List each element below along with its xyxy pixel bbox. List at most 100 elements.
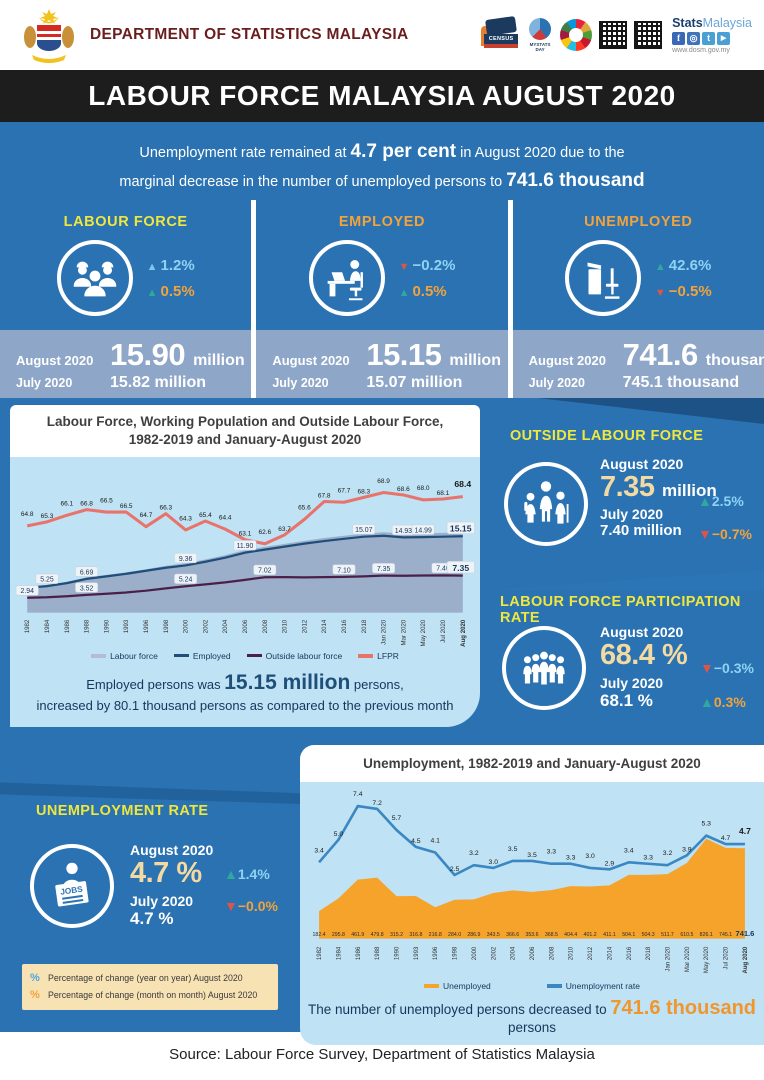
- svg-text:479.8: 479.8: [371, 932, 384, 938]
- up-arrow-icon: ▲: [146, 286, 158, 299]
- svg-text:3.4: 3.4: [314, 847, 324, 854]
- legend-row-yoy: % Percentage of change (year on year) Aug…: [30, 970, 270, 987]
- july-value: 15.82 million: [110, 374, 207, 391]
- labour-force-chart-card: Labour Force, Working Population and Out…: [10, 405, 480, 727]
- legend-swatch: [173, 654, 189, 657]
- svg-text:295.8: 295.8: [332, 932, 345, 938]
- svg-text:1993: 1993: [123, 620, 130, 634]
- unemployed-heading: UNEMPLOYED: [584, 214, 693, 230]
- svg-text:5.24: 5.24: [179, 577, 193, 584]
- july-value: 68.1 %: [600, 691, 653, 711]
- svg-text:1998: 1998: [453, 946, 459, 960]
- unemployment-rate-heading: UNEMPLOYMENT RATE: [36, 803, 209, 819]
- chart1-footnote: Employed persons was 15.15 million perso…: [36, 670, 454, 713]
- family-icon: [504, 462, 588, 546]
- svg-text:2010: 2010: [282, 620, 289, 634]
- outside-labour-force-values: August 2020 7.35 million July 2020 7.40 …: [600, 456, 764, 539]
- svg-text:Jul 2020: Jul 2020: [440, 620, 447, 644]
- down-arrow-icon: ▼: [654, 286, 666, 299]
- legend-label: LFPR: [377, 650, 399, 661]
- instagram-icon[interactable]: ◎: [687, 32, 701, 45]
- svg-text:68.4: 68.4: [454, 479, 471, 489]
- crowd-icon: [502, 626, 586, 710]
- svg-text:9.36: 9.36: [179, 556, 193, 563]
- svg-text:66.5: 66.5: [120, 503, 133, 510]
- svg-text:5.7: 5.7: [392, 815, 402, 822]
- person-at-desk-icon: [308, 240, 385, 316]
- facebook-icon[interactable]: f: [672, 32, 686, 45]
- svg-text:2016: 2016: [627, 946, 633, 960]
- main-section: Labour Force, Working Population and Out…: [0, 398, 764, 1045]
- svg-text:66.8: 66.8: [80, 501, 93, 508]
- chart2-footnote: The number of unemployed persons decreas…: [307, 996, 757, 1035]
- svg-text:1990: 1990: [103, 620, 110, 634]
- census-2020-logo: CENSUS: [480, 15, 520, 54]
- sdg-wheel-icon: [560, 19, 593, 51]
- decorative-wedge: [0, 782, 300, 804]
- labour-force-chart: 5.25 6.69 9.36 11.90 15.07 14.93 14.99 15.15 2.9…: [15, 478, 475, 648]
- jobs-text: JOBS: [60, 885, 84, 897]
- svg-text:66.1: 66.1: [60, 501, 73, 508]
- svg-text:7.35: 7.35: [452, 563, 469, 573]
- july-label: July 2020: [600, 675, 664, 692]
- census-wordmark: CENSUS: [484, 34, 519, 44]
- svg-text:7.10: 7.10: [337, 568, 351, 575]
- legend-item: Employed: [173, 650, 231, 661]
- labour-force-values: August 2020 15.90 million July 2020 15.82 m…: [0, 330, 252, 398]
- svg-text:511.7: 511.7: [661, 932, 674, 938]
- svg-text:4.7: 4.7: [721, 835, 731, 842]
- svg-text:2000: 2000: [472, 946, 478, 960]
- svg-text:Jul 2020: Jul 2020: [724, 946, 730, 969]
- august-label: August 2020: [16, 353, 94, 368]
- svg-text:7.02: 7.02: [258, 568, 272, 575]
- svg-text:286.9: 286.9: [467, 932, 480, 938]
- mom-change: ▲0.3%: [700, 694, 746, 710]
- svg-text:2018: 2018: [646, 946, 652, 960]
- down-arrow-icon: ▼: [700, 660, 714, 676]
- svg-text:2016: 2016: [341, 620, 348, 634]
- july-label: July 2020: [600, 506, 664, 523]
- svg-text:65.6: 65.6: [298, 505, 311, 512]
- twitter-icon[interactable]: t: [702, 32, 716, 45]
- svg-text:2008: 2008: [549, 946, 555, 960]
- svg-text:3.0: 3.0: [585, 853, 595, 860]
- svg-text:2.94: 2.94: [20, 589, 34, 596]
- svg-text:2012: 2012: [301, 620, 308, 634]
- labour-force-changes: ▲ 1.2% ▲ 0.5%: [147, 257, 195, 300]
- svg-text:2.9: 2.9: [605, 860, 615, 867]
- census-red-bar: [484, 44, 519, 48]
- website-url[interactable]: www.dosm.gov.my: [672, 47, 730, 54]
- svg-text:3.3: 3.3: [566, 855, 576, 862]
- svg-text:3.2: 3.2: [663, 850, 673, 857]
- legend-swatch: [91, 653, 107, 658]
- chart2-body: 3.4 5.0 7.4 7.2 5.7 4.5 4.1 2.5 3.2 3.0 3.5 3.5 3.3 3…: [300, 782, 764, 1045]
- svg-text:68.1: 68.1: [437, 490, 450, 497]
- svg-text:316.8: 316.8: [409, 932, 422, 938]
- svg-text:4.7: 4.7: [739, 826, 751, 836]
- svg-text:353.6: 353.6: [525, 932, 538, 938]
- mom-change: ▼−0.7%: [698, 526, 752, 542]
- percent-icon: %: [30, 972, 40, 984]
- social-icons: f ◎ t ▶: [672, 32, 731, 45]
- mystats-wordmark: MYSTATS DAY: [529, 42, 551, 52]
- svg-text:Aug 2020: Aug 2020: [460, 620, 467, 648]
- malaysia-coat-of-arms: [24, 9, 74, 63]
- svg-text:1996: 1996: [433, 946, 439, 960]
- svg-text:7.40: 7.40: [436, 566, 450, 573]
- chart1-body: 5.25 6.69 9.36 11.90 15.07 14.93 14.99 15.15 2.9…: [10, 457, 480, 727]
- svg-text:63.7: 63.7: [278, 526, 291, 533]
- title-banner: LABOUR FORCE MALAYSIA AUGUST 2020: [0, 70, 764, 122]
- july-label: July 2020: [528, 376, 585, 390]
- outside-labour-force-heading: OUTSIDE LABOUR FORCE: [510, 428, 704, 444]
- employed-block: EMPLOYED ▼ −0.2% ▲ 0.5% August 2020 15.15 mi…: [251, 200, 513, 398]
- svg-text:Mar 2020: Mar 2020: [685, 946, 691, 972]
- august-value: 4.7 %: [130, 857, 202, 889]
- svg-text:2004: 2004: [222, 620, 229, 634]
- legend-label: Employed: [192, 650, 231, 661]
- down-arrow-icon: ▼: [398, 260, 410, 273]
- svg-text:15.15: 15.15: [450, 524, 472, 534]
- svg-text:68.0: 68.0: [417, 486, 430, 493]
- labour-force-block: LABOUR FORCE ▲ 1.2% ▲ 0.5% August 2020 15.9…: [0, 200, 252, 398]
- legend-item: Labour force: [91, 651, 158, 661]
- youtube-icon[interactable]: ▶: [717, 32, 731, 45]
